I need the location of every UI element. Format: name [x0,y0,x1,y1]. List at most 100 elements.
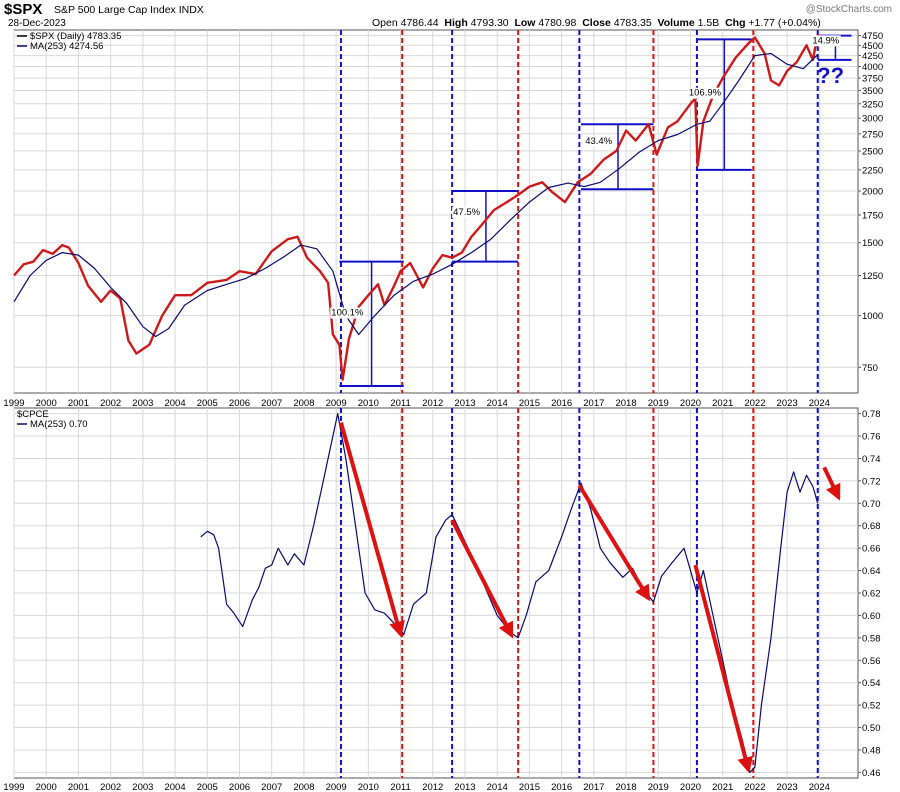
cpce-xtick-label: 2008 [293,782,314,792]
close-value: 4783.35 [613,17,652,29]
cpce-xtick-label: 2014 [487,782,508,792]
high-label: High [444,17,468,29]
spx-legend-entry: MA(253) 4274.56 [30,41,103,52]
cpce-ytick-label: 0.68 [862,521,881,532]
spx-xtick-label: 2013 [454,398,475,409]
spx-xtick-label: 2002 [100,398,121,409]
cpce-xtick-label: 2024 [809,782,830,792]
spx-xtick-label: 2022 [744,398,765,409]
cpce-ytick-label: 0.64 [862,566,881,577]
spx-xtick-label: 2003 [132,398,153,409]
open-value: 4786.44 [400,17,439,29]
spx-annotation: 100.1% [331,308,364,319]
chart-date: 28-Dec-2023 [8,18,66,29]
spx-xtick-label: 2001 [68,398,89,409]
cpce-legend-entry: MA(253) 0.70 [30,419,88,430]
cpce-xtick-label: 2021 [712,782,733,792]
spx-ytick-label: 4000 [862,62,883,73]
spx-xtick-label: 2011 [390,398,410,409]
cpce-trend-arrow [577,484,651,602]
spx-legend-entry: $SPX (Daily) 4783.35 [30,31,121,42]
cpce-trend-arrow [822,466,841,501]
spx-ytick-label: 3500 [862,86,883,97]
cpce-ytick-label: 0.72 [862,476,881,487]
cpce-xtick-label: 2017 [583,782,604,792]
spx-xtick-label: 2009 [326,398,347,409]
spx-ytick-label: 1750 [862,211,883,222]
cpce-panel: 0.46 0.48 0.50 0.52 0.54 0.56 0.58 0.60 0.62 0.64… [13,407,881,779]
cpce-ytick-label: 0.76 [862,432,881,443]
cpce-trend-arrow [450,519,514,639]
cpce-ytick-label: 0.46 [862,768,881,779]
spx-ytick-label: 4500 [862,41,883,52]
cpce-ytick-label: 0.56 [862,656,881,667]
annotation-bg [584,135,614,147]
cpce-xtick-label: 2009 [326,782,347,792]
cpce-xtick-label: 2023 [777,782,798,792]
spx-xtick-label: 2008 [293,398,314,409]
spx-xtick-label: 2004 [164,398,185,409]
cpce-ytick-label: 0.48 [862,745,881,756]
low-label: Low [514,17,536,29]
cpce-ytick-label: 0.78 [862,409,881,420]
cpce-xtick-label: 2012 [422,782,443,792]
spx-xtick-label: 2000 [36,398,57,409]
spx-ytick-label: 3000 [862,114,883,125]
spx-xtick-label: 2019 [648,398,669,409]
spx-xtick-label: 2005 [197,398,218,409]
cpce-xtick-label: 2000 [36,782,57,792]
cpce-ytick-label: 0.74 [862,454,881,465]
spx-ytick-label: 2250 [862,165,883,176]
cpce-ytick-label: 0.54 [862,678,881,689]
spx-xtick-label: 2023 [777,398,798,409]
spx-annotation: 43.4% [585,136,612,147]
cpce-xtick-label: 2016 [551,782,572,792]
spx-xtick-label: 2024 [809,398,830,409]
spx-annotation: 47.5% [453,207,480,218]
cpce-ytick-label: 0.58 [862,633,881,644]
spx-xtick-label: 2021 [712,398,733,409]
cpce-xtick-label: 2005 [197,782,218,792]
annotation-bg [452,207,482,219]
spx-xtick-label: 2010 [358,398,379,409]
close-label: Close [582,17,611,29]
spx-annotation: 14.9% [812,35,839,46]
cpce-ytick-label: 0.50 [862,723,881,734]
spx-ytick-label: 2000 [862,187,883,198]
cpce-ytick-label: 0.66 [862,544,881,555]
cpce-ytick-label: 0.62 [862,589,881,600]
spx-xtick-label: 2020 [680,398,701,409]
spx-xtick-label: 2006 [229,398,250,409]
spx-frame [13,29,859,394]
volume-value: 1.5B [697,17,720,29]
cpce-ytick-label: 0.60 [862,611,881,622]
cpce-ytick-label: 0.70 [862,499,881,510]
spx-xtick-label: 1999 [3,398,24,409]
cpce-xtick-label: 2004 [164,782,185,792]
spx-ytick-label: 4750 [862,31,883,42]
spx-ytick-label: 2500 [862,146,883,157]
annotation-bg [330,307,366,319]
annotation-bg [811,35,841,47]
volume-label: Volume [657,17,695,29]
cpce-xtick-label: 2010 [358,782,379,792]
ohlc-readout: Open 4786.44 High 4793.30 Low 4780.98 Cl… [372,17,821,29]
open-label: Open [372,17,398,29]
spx-ytick-label: 1500 [862,238,883,249]
chg-label: Chg [725,17,746,29]
cpce-xtick-label: 2002 [100,782,121,792]
spx-xtick-label: 2007 [261,398,282,409]
cpce-xtick-label: 2018 [615,782,636,792]
cpce-xtick-label: 1999 [3,782,24,792]
spx-xtick-label: 2018 [615,398,636,409]
spx-annotation: 106.9% [689,88,722,99]
spx-xtick-label: 2014 [487,398,508,409]
cpce-xtick-label: 2006 [229,782,250,792]
cpce-xtick-label: 2007 [261,782,282,792]
spx-xtick-label: 2012 [422,398,443,409]
cpce-xtick-label: 2013 [454,782,475,792]
